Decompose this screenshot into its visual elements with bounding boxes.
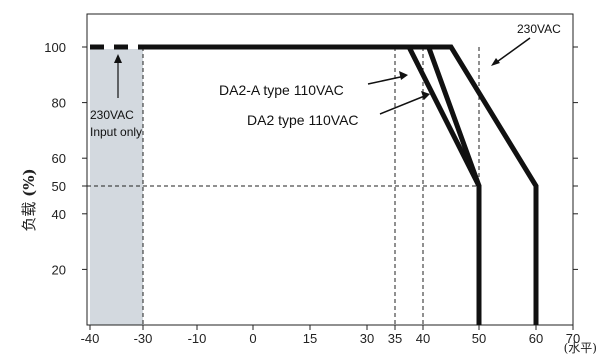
y-axis-label: 负载 (%) (20, 168, 38, 231)
x-tick-label-6: 35 (388, 331, 402, 346)
label-230vac: 230VAC (517, 22, 561, 36)
y-axis-label-text: 负载 (%) (20, 168, 38, 231)
x-tick-label-9: 60 (529, 331, 543, 346)
y-tick-label-20: 20 (52, 262, 66, 277)
y-tick-label-40: 40 (52, 207, 66, 222)
annotations: 230VAC DA2-A type 110VAC DA2 type 110VAC 23… (90, 22, 561, 139)
arrow-input-only-head (114, 54, 122, 63)
plot-frame (86, 13, 574, 326)
x-tick-label-0: -40 (81, 331, 100, 346)
y-tick-label-100: 100 (44, 40, 66, 55)
shaded-input-region (90, 49, 143, 325)
x-tick-label-7: 40 (416, 331, 430, 346)
x-tick-label-10: 70 (566, 331, 580, 346)
y-axis-label-prefix: 负载 (20, 197, 38, 232)
arrow-da2-line (379, 94, 428, 115)
y-axis-label-unit: (%) (20, 168, 38, 196)
label-da2a-110vac: DA2-A type 110VAC (219, 82, 344, 98)
plot-frame-rect (86, 13, 574, 326)
tick-labels: 20 40 50 60 80 100 -40 -30 -10 0 15 30 35 40 50 60 70 负载 … (20, 40, 597, 355)
x-axis-unit-label: (水平) (564, 341, 597, 355)
arrow-230vac-head (491, 58, 500, 66)
x-tick-label-1: -30 (134, 331, 153, 346)
y-tick-label-60: 60 (52, 151, 66, 166)
arrow-230vac-line (493, 37, 531, 65)
y-tick-label-50: 50 (52, 179, 66, 194)
x-tick-label-3: 0 (249, 331, 256, 346)
label-input-only-line2: Input only (90, 125, 142, 139)
x-tick-label-5: 30 (360, 331, 374, 346)
series-da2-110vac (143, 44, 482, 325)
label-da2-110vac: DA2 type 110VAC (247, 112, 359, 128)
x-tick-label-4: 15 (303, 331, 317, 346)
y-tick-label-80: 80 (52, 96, 66, 111)
x-tick-label-8: 50 (472, 331, 486, 346)
label-input-only-line1: 230VAC (90, 108, 134, 122)
input-only-shade (90, 49, 143, 325)
x-tick-label-2: -10 (188, 331, 207, 346)
arrow-da2a-line (367, 75, 406, 85)
arrow-da2a-head (399, 71, 408, 80)
arrow-da2-head (421, 91, 430, 100)
axis-ticks (82, 46, 578, 330)
series-lines (90, 44, 539, 325)
